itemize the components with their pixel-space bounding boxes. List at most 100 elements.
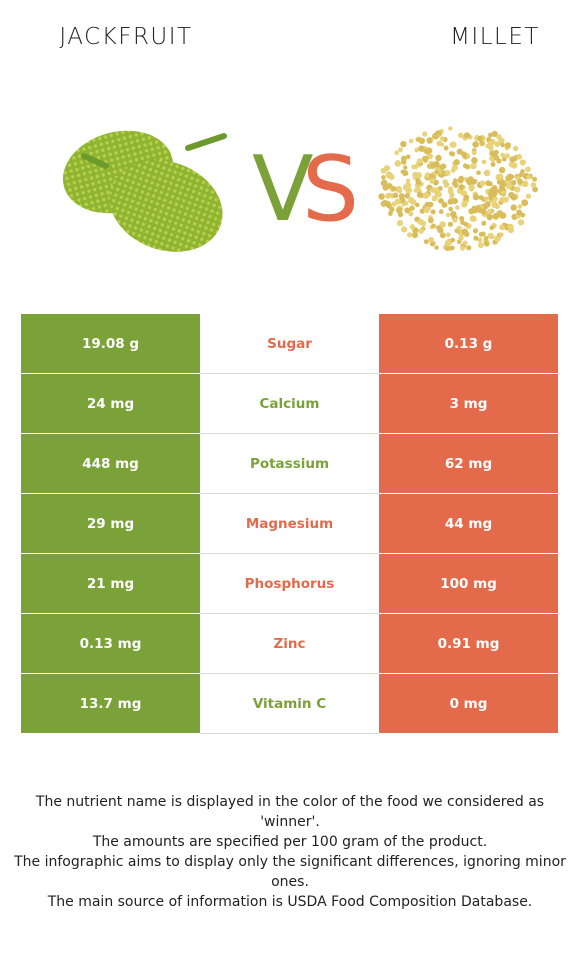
millet-grain bbox=[488, 145, 494, 151]
millet-grain bbox=[478, 195, 484, 200]
millet-grain bbox=[488, 188, 495, 194]
millet-grain bbox=[502, 156, 507, 162]
millet-grain bbox=[450, 237, 455, 243]
millet-grain bbox=[525, 166, 531, 173]
millet-grain bbox=[481, 159, 487, 165]
millet-grain bbox=[511, 162, 518, 169]
millet-grain bbox=[470, 162, 477, 170]
millet-grain bbox=[457, 177, 464, 184]
millet-grain bbox=[426, 153, 433, 160]
millet-grain bbox=[429, 162, 436, 169]
millet-grain bbox=[449, 245, 455, 251]
millet-grain bbox=[404, 182, 412, 189]
millet-grain bbox=[458, 235, 464, 241]
millet-grain bbox=[497, 173, 504, 180]
millet-grain bbox=[487, 232, 494, 239]
millet-grain bbox=[439, 232, 446, 239]
millet-grain bbox=[431, 223, 436, 229]
note-winner: The nutrient name is displayed in the co… bbox=[35, 794, 545, 830]
nutrient-name: Potassium bbox=[200, 433, 379, 494]
millet-grain bbox=[445, 212, 451, 218]
nutrient-row: 0.13 mg Zinc 0.91 mg bbox=[21, 613, 558, 674]
millet-grain bbox=[477, 237, 483, 243]
millet-grain bbox=[437, 192, 442, 198]
millet-grain bbox=[477, 242, 484, 249]
millet-grain bbox=[450, 168, 456, 173]
millet-grain bbox=[448, 186, 453, 192]
millet-grain bbox=[493, 154, 500, 161]
millet-grain bbox=[391, 186, 397, 192]
millet-grain bbox=[438, 198, 444, 204]
millet-grain bbox=[517, 219, 525, 226]
millet-grain bbox=[442, 179, 449, 185]
millet-grain bbox=[414, 147, 420, 153]
millet-grain bbox=[465, 178, 471, 184]
millet-grain bbox=[468, 184, 475, 191]
right-food-title: MILLET bbox=[450, 24, 540, 50]
left-value: 29 mg bbox=[21, 493, 200, 554]
millet-grain bbox=[418, 145, 425, 152]
millet-grain bbox=[392, 192, 399, 199]
right-value: 0.13 g bbox=[379, 314, 558, 374]
millet-grain bbox=[507, 173, 514, 180]
millet-grain bbox=[401, 201, 406, 207]
millet-grain bbox=[439, 221, 446, 228]
millet-grain bbox=[404, 193, 410, 199]
millet-grain bbox=[476, 170, 481, 176]
millet-grain bbox=[477, 207, 483, 214]
millet-grain bbox=[448, 206, 453, 212]
millet-grain bbox=[459, 216, 465, 222]
millet-grain bbox=[456, 225, 462, 231]
nutrient-name: Phosphorus bbox=[200, 553, 379, 614]
millet-grain bbox=[499, 179, 505, 185]
millet-grain bbox=[483, 204, 488, 210]
millet-grain bbox=[453, 159, 460, 166]
millet-grain bbox=[489, 150, 496, 157]
millet-grain bbox=[514, 186, 521, 193]
millet-grain bbox=[472, 228, 479, 234]
millet-grain bbox=[383, 165, 390, 172]
millet-grain bbox=[418, 228, 424, 234]
millet-grain bbox=[458, 184, 465, 190]
left-value: 0.13 mg bbox=[21, 613, 200, 674]
millet-grain bbox=[422, 192, 430, 199]
millet-grain bbox=[396, 220, 403, 227]
millet-grain bbox=[471, 157, 478, 164]
millet-grain bbox=[381, 175, 386, 180]
note-significance: The infographic aims to display only the… bbox=[14, 854, 566, 890]
nutrient-name: Zinc bbox=[200, 613, 379, 674]
millet-grain bbox=[415, 202, 420, 208]
millet-grain bbox=[443, 145, 449, 151]
millet-grain bbox=[499, 232, 504, 237]
left-value: 448 mg bbox=[21, 433, 200, 494]
millet-grain bbox=[456, 148, 463, 155]
millet-grain bbox=[516, 209, 523, 216]
millet-grain bbox=[465, 164, 471, 170]
footnotes: The nutrient name is displayed in the co… bbox=[10, 792, 570, 912]
millet-grain bbox=[447, 198, 454, 205]
right-value: 100 mg bbox=[379, 553, 558, 614]
millet-grain bbox=[407, 232, 413, 238]
millet-grain bbox=[498, 185, 505, 192]
note-source: The main source of information is USDA F… bbox=[47, 894, 533, 910]
millet-grain bbox=[461, 201, 468, 208]
millet-grain bbox=[460, 245, 465, 251]
millet-grain bbox=[400, 140, 407, 148]
millet-grain bbox=[498, 137, 505, 144]
right-value: 3 mg bbox=[379, 373, 558, 434]
left-value: 24 mg bbox=[21, 373, 200, 434]
millet-grain bbox=[462, 240, 468, 246]
millet-grain bbox=[463, 133, 469, 138]
vs-logo: V S bbox=[252, 137, 359, 232]
millet-grain bbox=[494, 235, 501, 242]
millet-grain bbox=[481, 220, 487, 226]
millet-grain bbox=[427, 217, 434, 224]
right-value: 62 mg bbox=[379, 433, 558, 494]
millet-grain bbox=[498, 166, 506, 174]
millet-grain bbox=[500, 152, 505, 158]
millet-grain bbox=[484, 196, 489, 201]
millet-grain bbox=[401, 226, 408, 233]
millet-grain bbox=[500, 190, 506, 195]
millet-grain bbox=[490, 162, 496, 167]
left-food-title: JACKFRUIT bbox=[59, 24, 193, 50]
